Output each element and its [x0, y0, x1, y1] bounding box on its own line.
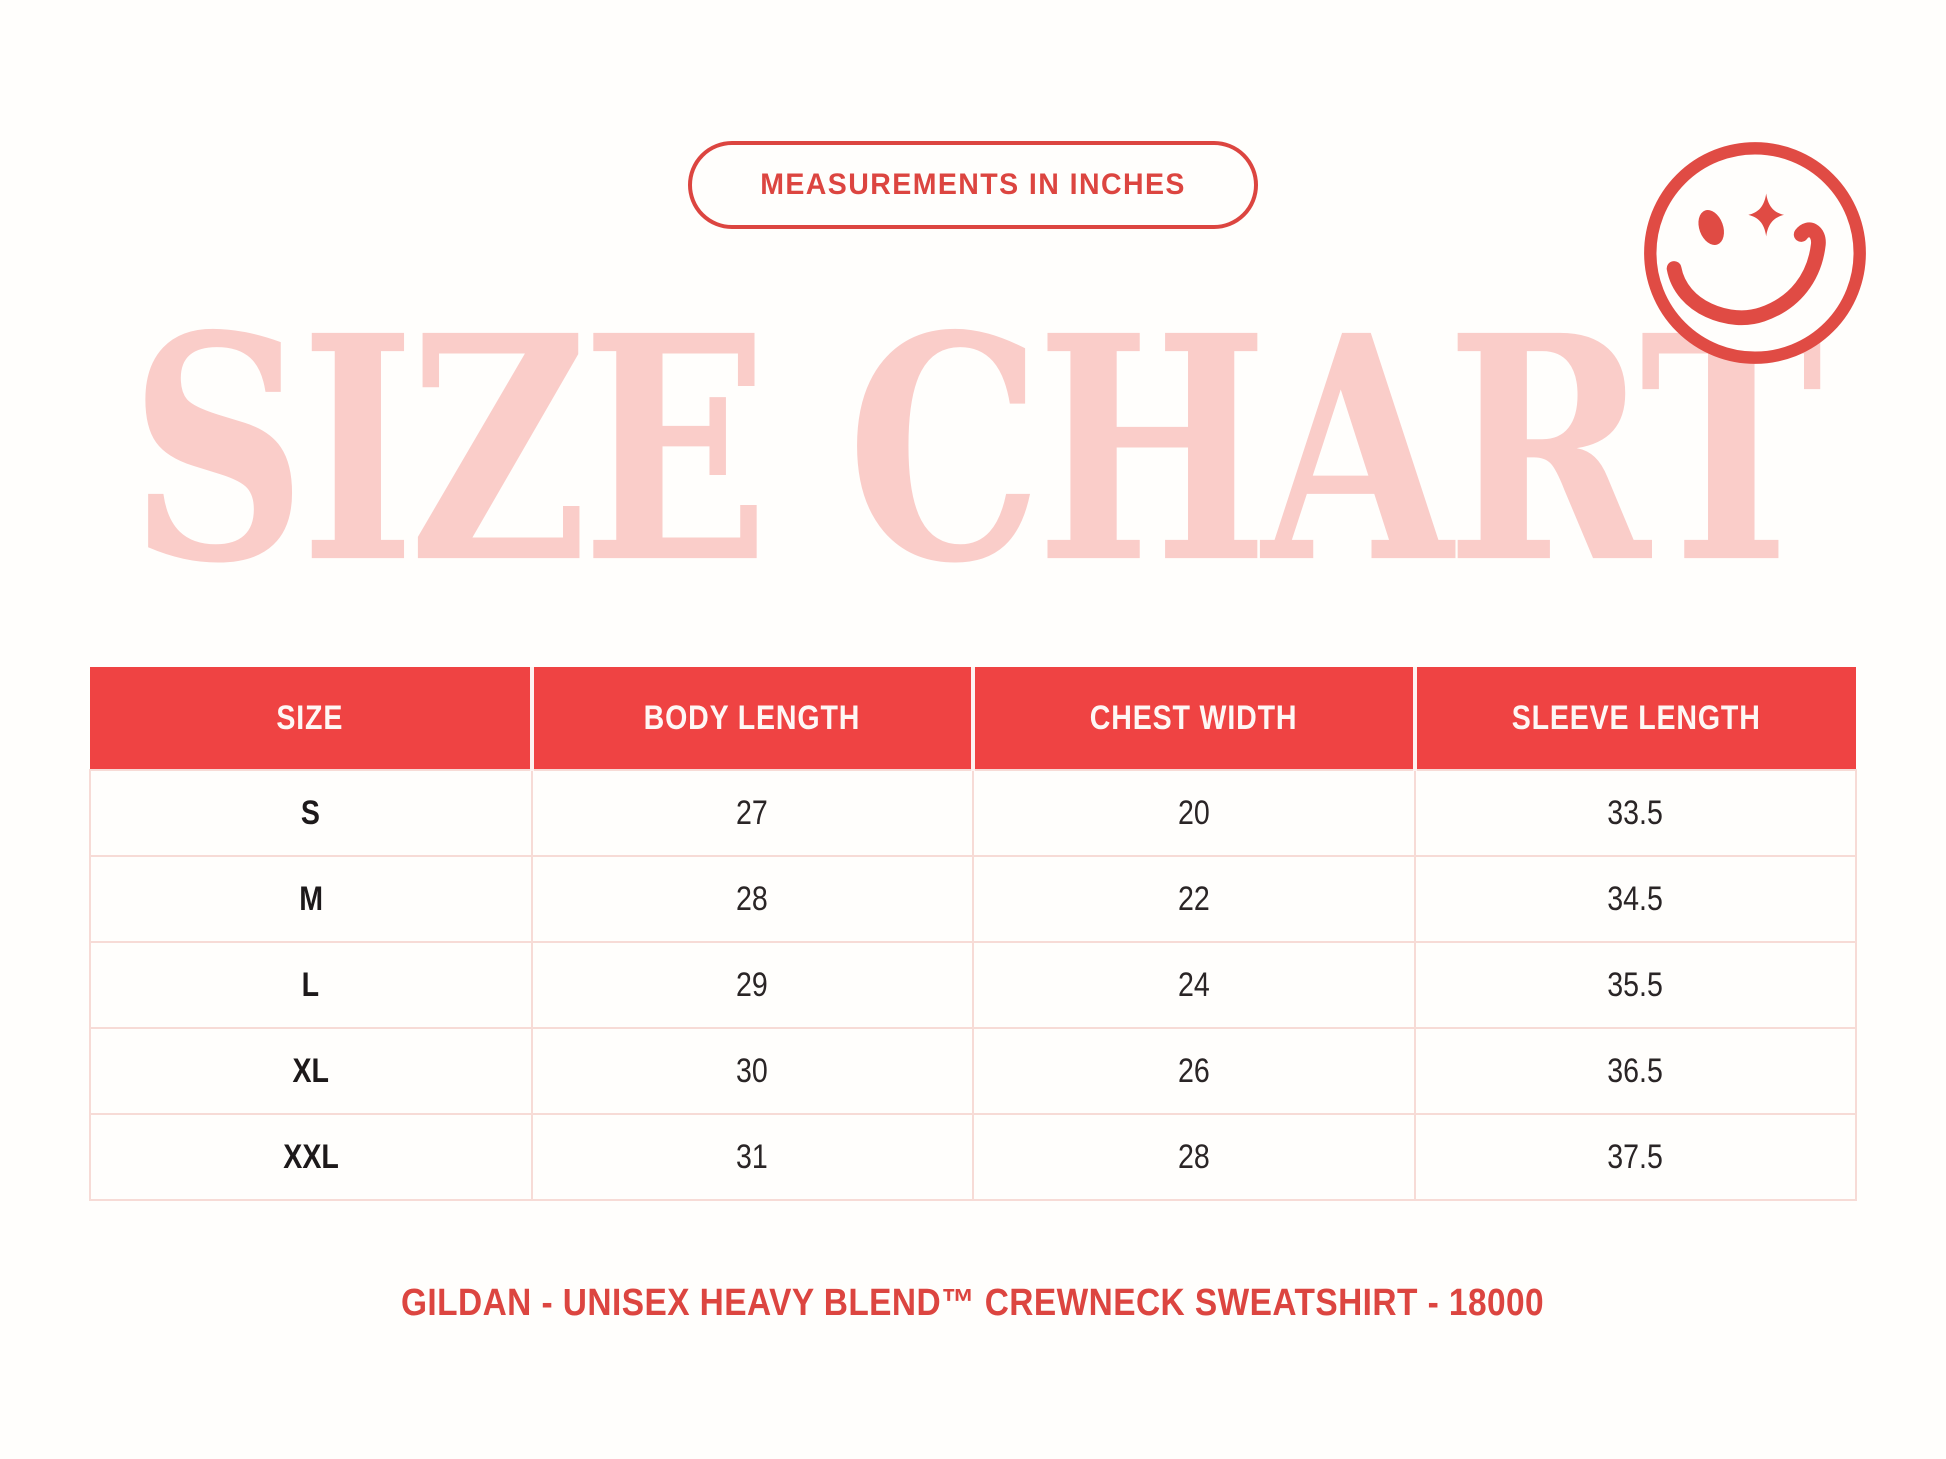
- size-table: SIZE BODY LENGTH CHEST WIDTH SLEEVE LENG…: [89, 667, 1857, 1201]
- cell-chest-width: 26: [972, 1027, 1416, 1115]
- column-header-chest-width: CHEST WIDTH: [973, 667, 1417, 770]
- cell-chest-width: 24: [972, 941, 1416, 1029]
- cell-chest-width: 22: [972, 855, 1416, 943]
- cell-chest-width: 20: [972, 769, 1416, 857]
- cell-size: S: [89, 769, 533, 857]
- table-row-xl: XL 30 26 36.5: [89, 1027, 1857, 1115]
- cell-size: XXL: [89, 1113, 533, 1201]
- cell-size: M: [89, 855, 533, 943]
- table-row-l: L 29 24 35.5: [89, 941, 1857, 1029]
- cell-body-length: 30: [530, 1027, 974, 1115]
- cell-sleeve-length: 33.5: [1413, 769, 1857, 857]
- cell-chest-width: 28: [972, 1113, 1416, 1201]
- cell-sleeve-length: 34.5: [1413, 855, 1857, 943]
- measurements-badge: MEASUREMENTS IN INCHES: [688, 141, 1258, 229]
- column-header-body-length: BODY LENGTH: [531, 667, 975, 770]
- table-row-xxl: XXL 31 28 37.5: [89, 1113, 1857, 1201]
- page-title-wrap: SIZE CHART: [0, 295, 1946, 604]
- cell-sleeve-length: 35.5: [1413, 941, 1857, 1029]
- size-table-header: SIZE BODY LENGTH CHEST WIDTH SLEEVE LENG…: [90, 667, 1856, 770]
- cell-sleeve-length: 36.5: [1413, 1027, 1857, 1115]
- column-header-size: SIZE: [90, 667, 534, 770]
- measurements-badge-label: MEASUREMENTS IN INCHES: [760, 168, 1186, 201]
- table-row-m: M 28 22 34.5: [89, 855, 1857, 943]
- table-row-s: S 27 20 33.5: [89, 769, 1857, 857]
- cell-body-length: 31: [530, 1113, 974, 1201]
- cell-size: L: [89, 941, 533, 1029]
- cell-body-length: 28: [530, 855, 974, 943]
- product-name: GILDAN - UNISEX HEAVY BLEND™ CREWNECK SW…: [401, 1282, 1545, 1324]
- product-name-line: GILDAN - UNISEX HEAVY BLEND™ CREWNECK SW…: [0, 1282, 1946, 1325]
- winking-smiley-icon: [1644, 142, 1866, 364]
- header-row: SIZE BODY LENGTH CHEST WIDTH SLEEVE LENG…: [90, 667, 1856, 770]
- page-title: SIZE CHART: [129, 267, 1823, 632]
- cell-body-length: 29: [530, 941, 974, 1029]
- column-header-sleeve-length: SLEEVE LENGTH: [1414, 667, 1856, 770]
- cell-body-length: 27: [530, 769, 974, 857]
- cell-size: XL: [89, 1027, 533, 1115]
- cell-sleeve-length: 37.5: [1413, 1113, 1857, 1201]
- size-table-body: S 27 20 33.5 M 28 22 34.5 L 29 24 35.5 X…: [89, 769, 1857, 1201]
